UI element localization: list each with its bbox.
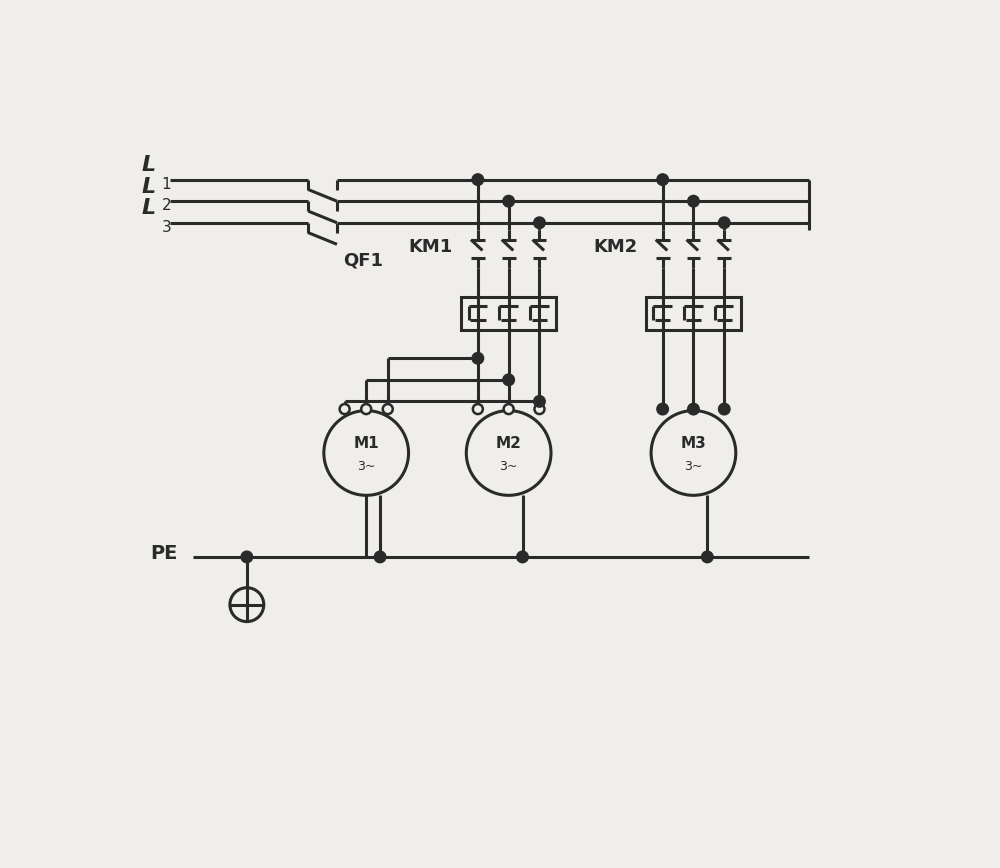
Circle shape — [324, 411, 409, 496]
Text: M2: M2 — [496, 437, 522, 451]
Circle shape — [472, 174, 484, 186]
Circle shape — [688, 195, 699, 207]
Circle shape — [361, 404, 371, 414]
Circle shape — [651, 411, 736, 496]
Text: L: L — [141, 198, 155, 218]
Circle shape — [534, 404, 544, 414]
Text: QF1: QF1 — [343, 252, 383, 270]
Circle shape — [503, 374, 514, 385]
Circle shape — [472, 352, 484, 364]
Text: L: L — [141, 155, 155, 175]
Circle shape — [657, 404, 668, 415]
Text: KM2: KM2 — [593, 239, 638, 256]
Text: PE: PE — [150, 544, 177, 563]
Circle shape — [503, 195, 514, 207]
Circle shape — [383, 404, 393, 414]
Circle shape — [374, 551, 386, 562]
Text: 2: 2 — [161, 198, 171, 214]
Text: L: L — [141, 176, 155, 196]
Circle shape — [230, 588, 264, 621]
Text: 3~: 3~ — [499, 459, 518, 472]
Circle shape — [702, 551, 713, 562]
Text: M1: M1 — [353, 437, 379, 451]
Circle shape — [718, 217, 730, 228]
Circle shape — [718, 404, 730, 415]
Text: 1: 1 — [161, 177, 171, 192]
Circle shape — [473, 404, 483, 414]
Text: 3~: 3~ — [357, 459, 375, 472]
Circle shape — [657, 174, 668, 186]
Circle shape — [504, 404, 514, 414]
Circle shape — [688, 404, 699, 415]
Circle shape — [534, 396, 545, 407]
Text: 3~: 3~ — [684, 459, 703, 472]
Circle shape — [340, 404, 350, 414]
Bar — [461, 297, 556, 330]
Text: 3: 3 — [161, 220, 171, 235]
Text: M3: M3 — [681, 437, 706, 451]
Circle shape — [466, 411, 551, 496]
Text: KM1: KM1 — [409, 239, 453, 256]
Circle shape — [534, 217, 545, 228]
Circle shape — [241, 551, 253, 562]
Circle shape — [517, 551, 528, 562]
Bar — [646, 297, 741, 330]
